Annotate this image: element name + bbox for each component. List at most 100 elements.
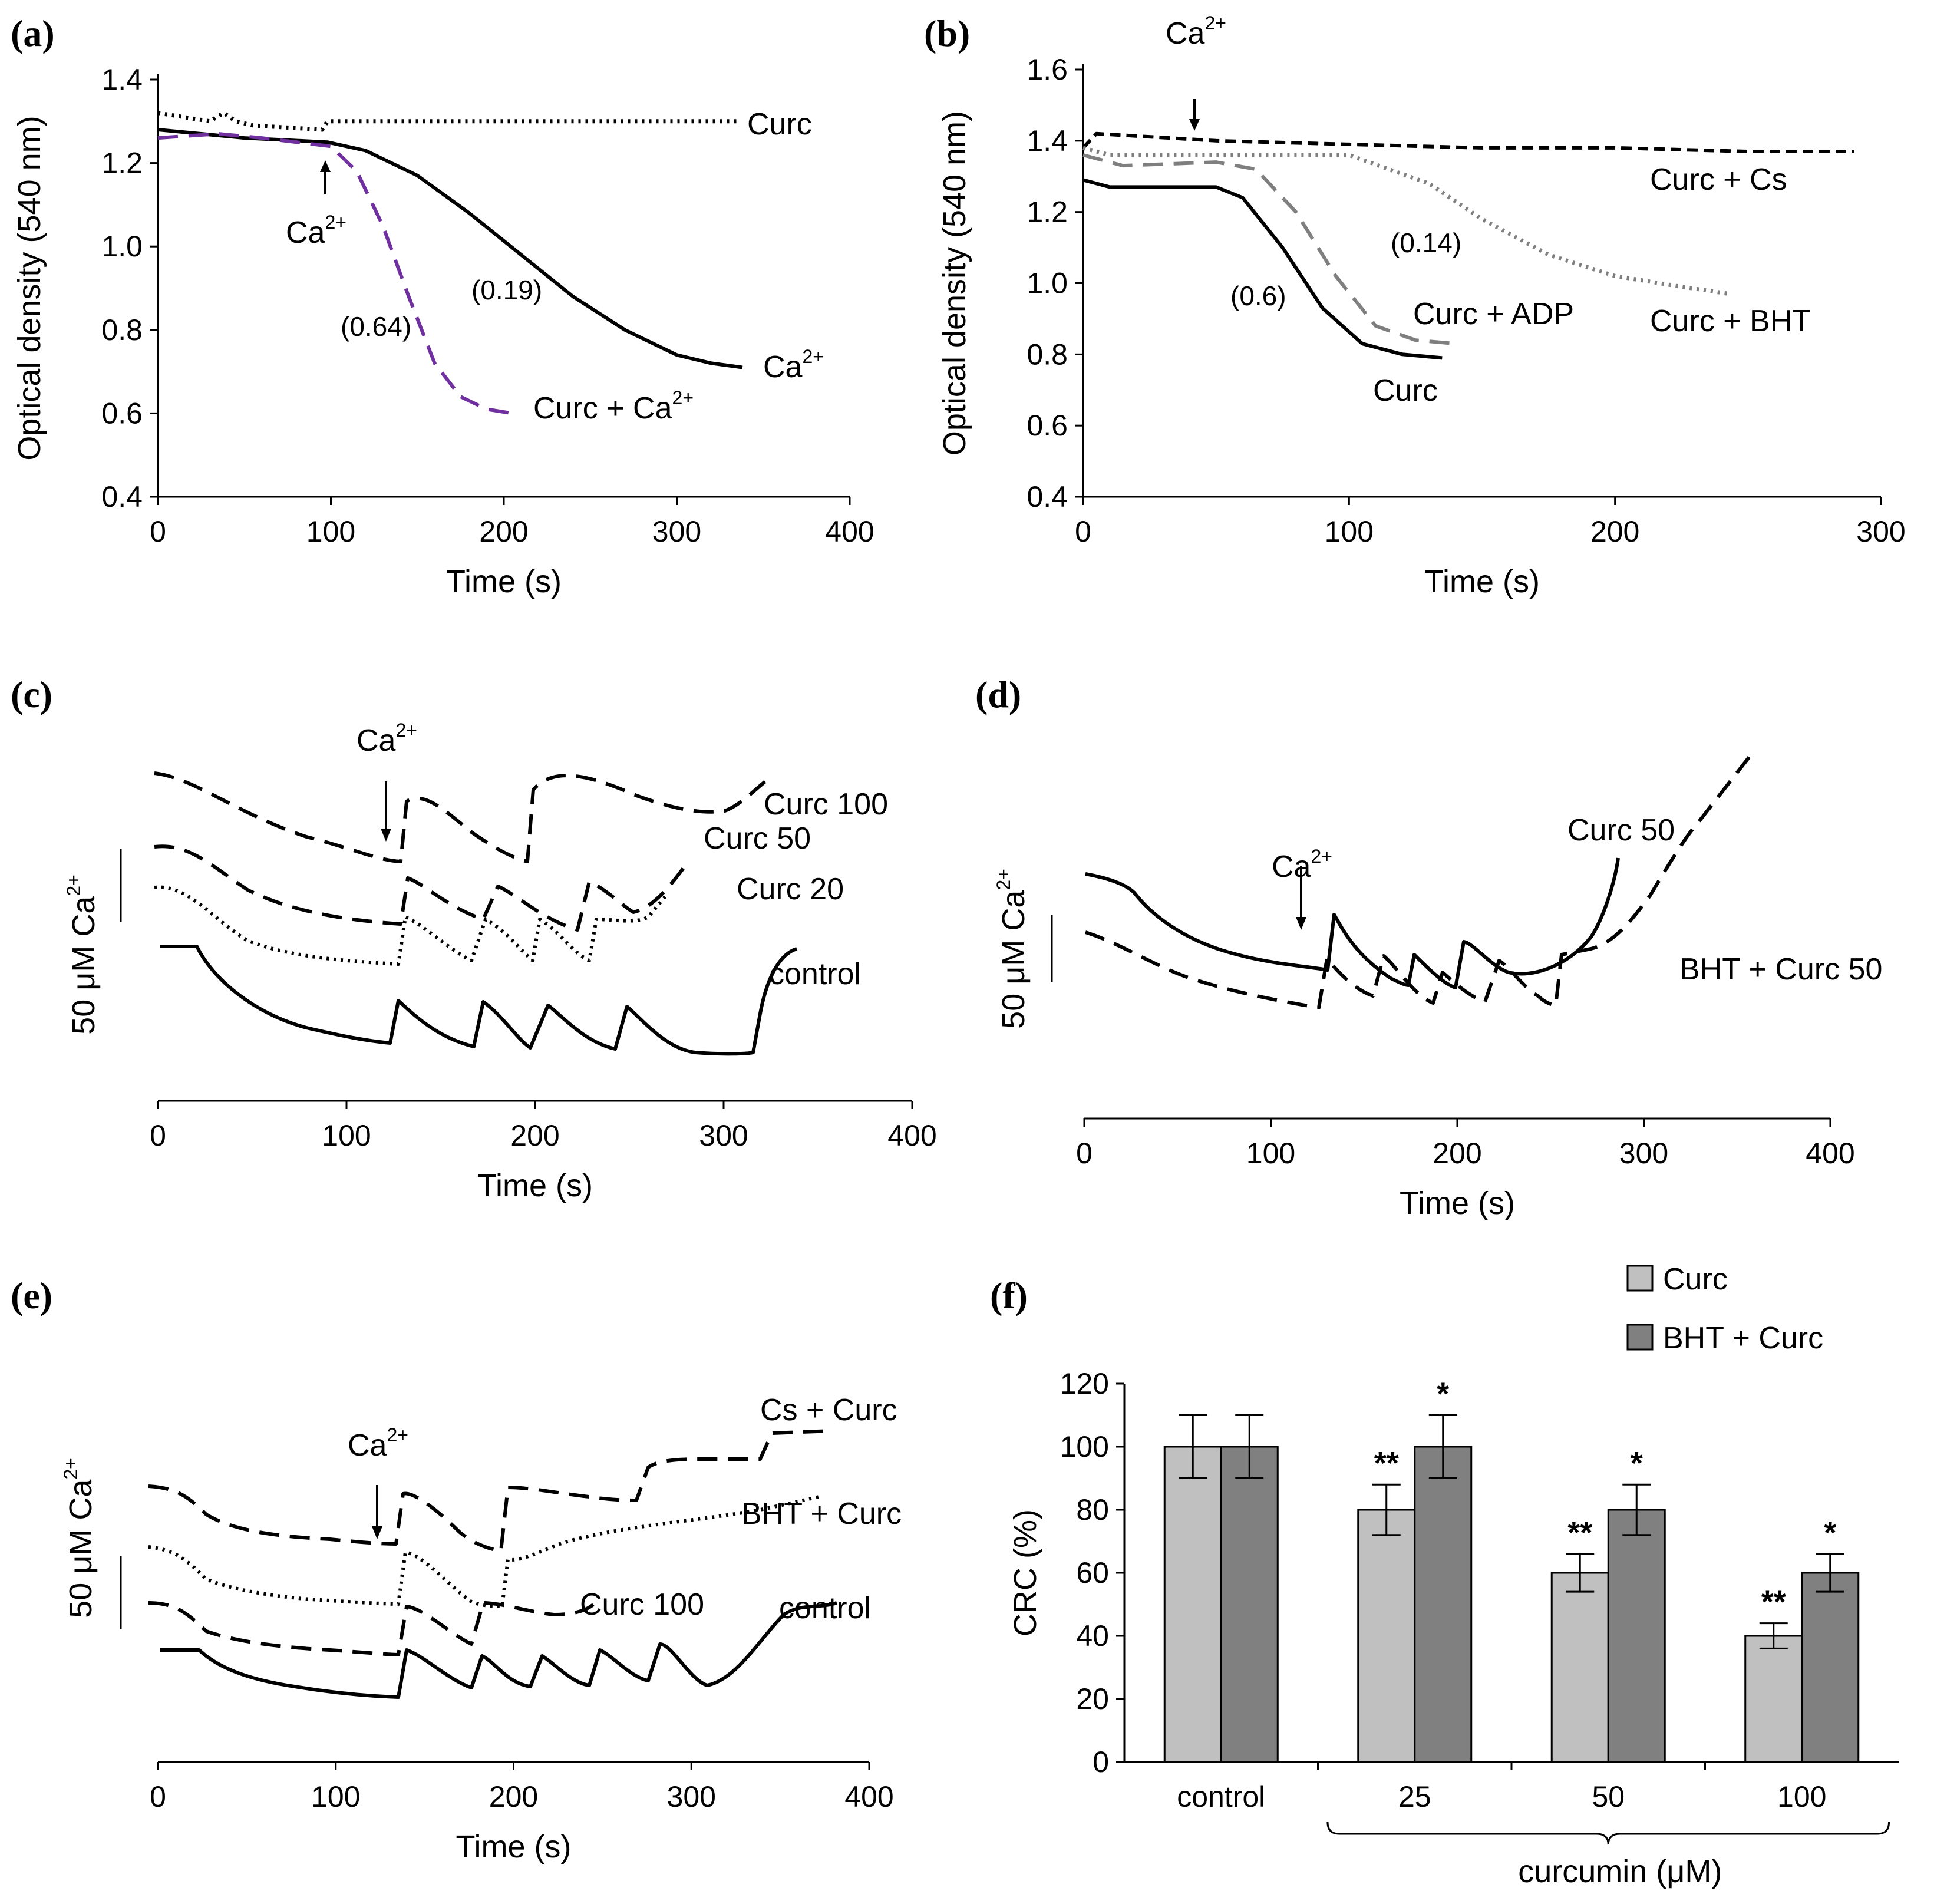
- panel-e-series-label-3: control: [779, 1591, 871, 1625]
- panel-a-y-tick-label: 1.4: [101, 63, 143, 96]
- panel-c-x-tick-label: 300: [699, 1119, 748, 1152]
- label-curc-bht-b: Curc + BHT: [1650, 304, 1811, 338]
- panel-c-scale-label-sup: 2+: [63, 875, 84, 896]
- panel-b-y-tick-label: 1.2: [1027, 196, 1068, 229]
- panel-e-trace-3: [160, 1601, 837, 1699]
- panel-f-category-label: 25: [1398, 1780, 1431, 1813]
- panel-e-scale-label: 50 μM Ca2+: [60, 1458, 98, 1618]
- panel-f-legend-label: BHT + Curc: [1663, 1321, 1823, 1355]
- panel-f-x-axis-title: curcumin (μM): [1518, 1854, 1722, 1889]
- label-curc-adp-b: Curc + ADP: [1413, 297, 1574, 331]
- panel-b-y-axis-title: Optical density (540 nm): [937, 111, 972, 456]
- label-curc-ca-a-sup: 2+: [672, 387, 694, 408]
- panel-a-series-1: [157, 128, 743, 369]
- panel-f-significance: **: [1374, 1446, 1399, 1481]
- panel-d-x-axis-title: Time (s): [1400, 1186, 1515, 1221]
- panel-d-ca-label-sup: 2+: [1311, 846, 1332, 867]
- panel-f-category-label: 100: [1777, 1780, 1826, 1813]
- ca-arrow-label-a: Ca2+: [286, 212, 346, 250]
- panel-e-x-tick-label: 0: [150, 1780, 166, 1813]
- panel-f-y-tick-label: 20: [1076, 1682, 1109, 1715]
- panel-b-series-1: [1082, 146, 1730, 296]
- panel-label-b: (b): [924, 12, 970, 54]
- panel-b-x-tick-label: 100: [1325, 515, 1374, 548]
- panel-e-x-tick-label: 300: [667, 1780, 716, 1813]
- panel-e-trace-1: [148, 1495, 820, 1608]
- panel-c-x-tick-label: 100: [322, 1119, 371, 1152]
- panel-c-x-tick-label: 0: [150, 1119, 166, 1152]
- panel-d-scale-label-base: 50 μM Ca: [996, 890, 1031, 1029]
- panel-a-series-0: [157, 111, 738, 132]
- panel-c-scale-label-base: 50 μM Ca: [66, 896, 101, 1035]
- panel-b-y-tick-label: 1.0: [1027, 267, 1068, 300]
- panel-d-x-tick-label: 400: [1806, 1137, 1854, 1170]
- panel-f-bar: [1550, 1572, 1609, 1763]
- label-ca-a: Ca2+: [763, 346, 824, 384]
- panel-c-ca-label: Ca2+: [357, 720, 417, 758]
- panel-label-c: (c): [11, 674, 52, 715]
- panel-d-ca-arrow-head: [1296, 917, 1306, 930]
- panel-d-ca-label: Ca2+: [1272, 846, 1332, 884]
- label-ca-a-sup: 2+: [802, 346, 823, 367]
- panel-f-legend-swatch: [1626, 1324, 1654, 1351]
- rate-06-b: (0.6): [1230, 281, 1286, 311]
- rate-064-a: (0.64): [341, 311, 411, 342]
- panel-a-x-tick-label: 100: [306, 515, 355, 548]
- panel-a-y-tick-label: 0.6: [101, 397, 143, 430]
- panel-b-y-tick-label: 0.4: [1027, 480, 1068, 513]
- panel-a-x-tick-label: 300: [652, 515, 701, 548]
- panel-c-trace-1: [154, 844, 690, 932]
- panel-a-x-tick-label: 200: [479, 515, 528, 548]
- panel-e-scale-label-base: 50 μM Ca: [63, 1479, 98, 1618]
- panel-label-e: (e): [11, 1275, 52, 1316]
- panel-e-trace-0: [148, 1429, 833, 1553]
- panel-c-x-axis-title: Time (s): [477, 1168, 593, 1203]
- panel-c-series-label-1: Curc 50: [704, 821, 811, 856]
- panel-f-significance: *: [1631, 1446, 1643, 1481]
- panel-b-series-2: [1082, 153, 1456, 346]
- panel-c-ca-label-sup: 2+: [395, 720, 417, 741]
- panel-f-category-label: control: [1177, 1780, 1265, 1813]
- panel-f-y-tick-label: 60: [1076, 1556, 1109, 1589]
- panel-e-ca-arrow-head: [372, 1526, 382, 1539]
- panel-f-significance: *: [1824, 1515, 1836, 1550]
- panel-d-x-tick-label: 200: [1433, 1137, 1481, 1170]
- panel-b-y-tick-label: 1.6: [1027, 53, 1068, 86]
- panel-d-x-tick-label: 0: [1076, 1137, 1093, 1170]
- ca-arrow-head-b: [1189, 119, 1200, 131]
- panel-c-x-tick-label: 200: [510, 1119, 559, 1152]
- panel-b-x-axis-title: Time (s): [1424, 564, 1540, 599]
- label-curc-b: Curc: [1373, 374, 1438, 408]
- panel-f-y-tick-label: 40: [1076, 1619, 1109, 1652]
- ca-arrow-label-b-sup: 2+: [1204, 12, 1226, 34]
- panel-c-ca-arrow-head: [381, 829, 391, 842]
- label-curc-a: Curc: [747, 107, 812, 141]
- panel-c-trace-3: [160, 945, 798, 1056]
- panel-c-series-label-0: Curc 100: [764, 787, 888, 821]
- panel-f-significance: **: [1761, 1585, 1786, 1620]
- panel-e-scale-label-sup: 2+: [60, 1458, 81, 1479]
- panel-f-bar: [1357, 1509, 1416, 1763]
- panel-a-y-tick-label: 1.2: [101, 147, 143, 180]
- panel-e-trace-2: [148, 1601, 597, 1656]
- panel-b-y-tick-label: 1.4: [1027, 124, 1068, 157]
- rate-019-a: (0.19): [471, 275, 542, 305]
- panel-f-significance: **: [1567, 1515, 1592, 1550]
- panel-c-x-tick-label: 400: [887, 1119, 936, 1152]
- panel-b-series-0: [1081, 131, 1854, 153]
- panel-b-x-tick-label: 200: [1590, 515, 1639, 548]
- panel-c-trace-0: [154, 771, 773, 863]
- panel-e-ca-label: Ca2+: [348, 1424, 408, 1463]
- panel-d-ca-label-base: Ca: [1272, 850, 1311, 884]
- panel-e-x-tick-label: 100: [311, 1780, 360, 1813]
- ca-arrow-label-a-base: Ca: [286, 216, 325, 250]
- panel-e-series-label-2: Curc 100: [580, 1588, 704, 1622]
- panel-a-y-axis-title: Optical density (540 nm): [12, 116, 47, 460]
- panel-f-legend-label: Curc: [1663, 1262, 1728, 1296]
- panel-a-y-tick-label: 0.4: [101, 480, 143, 513]
- panel-e-ca-label-sup: 2+: [387, 1424, 408, 1446]
- panel-b-series-3: [1082, 178, 1443, 360]
- panel-d-trace-0: [1085, 857, 1620, 989]
- panel-f-y-tick-label: 120: [1060, 1367, 1109, 1400]
